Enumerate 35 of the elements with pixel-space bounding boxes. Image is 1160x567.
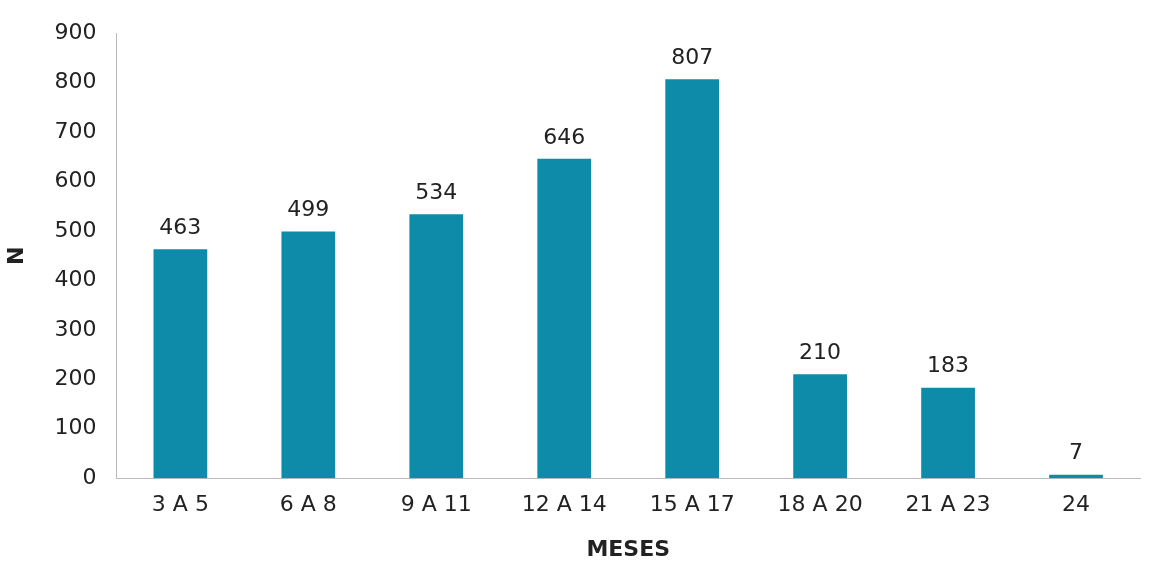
bar xyxy=(281,231,336,479)
x-tick-label: 9 A 11 xyxy=(400,491,472,517)
data-label: 646 xyxy=(543,123,586,149)
data-label: 183 xyxy=(927,352,970,378)
bar xyxy=(793,374,847,479)
bar xyxy=(921,387,975,479)
bar xyxy=(665,79,720,479)
y-tick-label: 800 xyxy=(54,68,97,94)
data-label: 807 xyxy=(671,43,714,69)
data-label: 463 xyxy=(159,213,202,239)
data-label: 534 xyxy=(415,178,458,204)
y-tick-label: 900 xyxy=(54,18,97,44)
x-tick-label: 3 A 5 xyxy=(151,491,209,517)
x-axis-title: MESES xyxy=(586,535,671,561)
x-tick-label: 12 A 14 xyxy=(521,491,607,517)
y-tick-label: 300 xyxy=(54,315,97,341)
bar xyxy=(153,249,208,479)
data-label: 7 xyxy=(1069,439,1084,465)
data-label: 499 xyxy=(287,196,330,222)
y-tick-label: 0 xyxy=(82,463,97,489)
y-tick-label: 200 xyxy=(54,365,97,391)
y-tick-label: 500 xyxy=(54,216,97,242)
bar xyxy=(409,214,464,479)
bar xyxy=(537,158,592,479)
y-axis-title: N xyxy=(2,246,28,265)
x-tick-label: 21 A 23 xyxy=(905,491,991,517)
x-tick-label: 6 A 8 xyxy=(279,491,337,517)
x-tick-label: 24 xyxy=(1062,491,1091,517)
y-tick-label: 700 xyxy=(54,117,97,143)
x-tick-label: 18 A 20 xyxy=(777,491,863,517)
y-tick-label: 100 xyxy=(54,414,97,440)
data-label: 210 xyxy=(799,339,842,365)
x-tick-label: 15 A 17 xyxy=(649,491,735,517)
y-tick-label: 600 xyxy=(54,167,97,193)
y-tick-label: 400 xyxy=(54,266,97,292)
